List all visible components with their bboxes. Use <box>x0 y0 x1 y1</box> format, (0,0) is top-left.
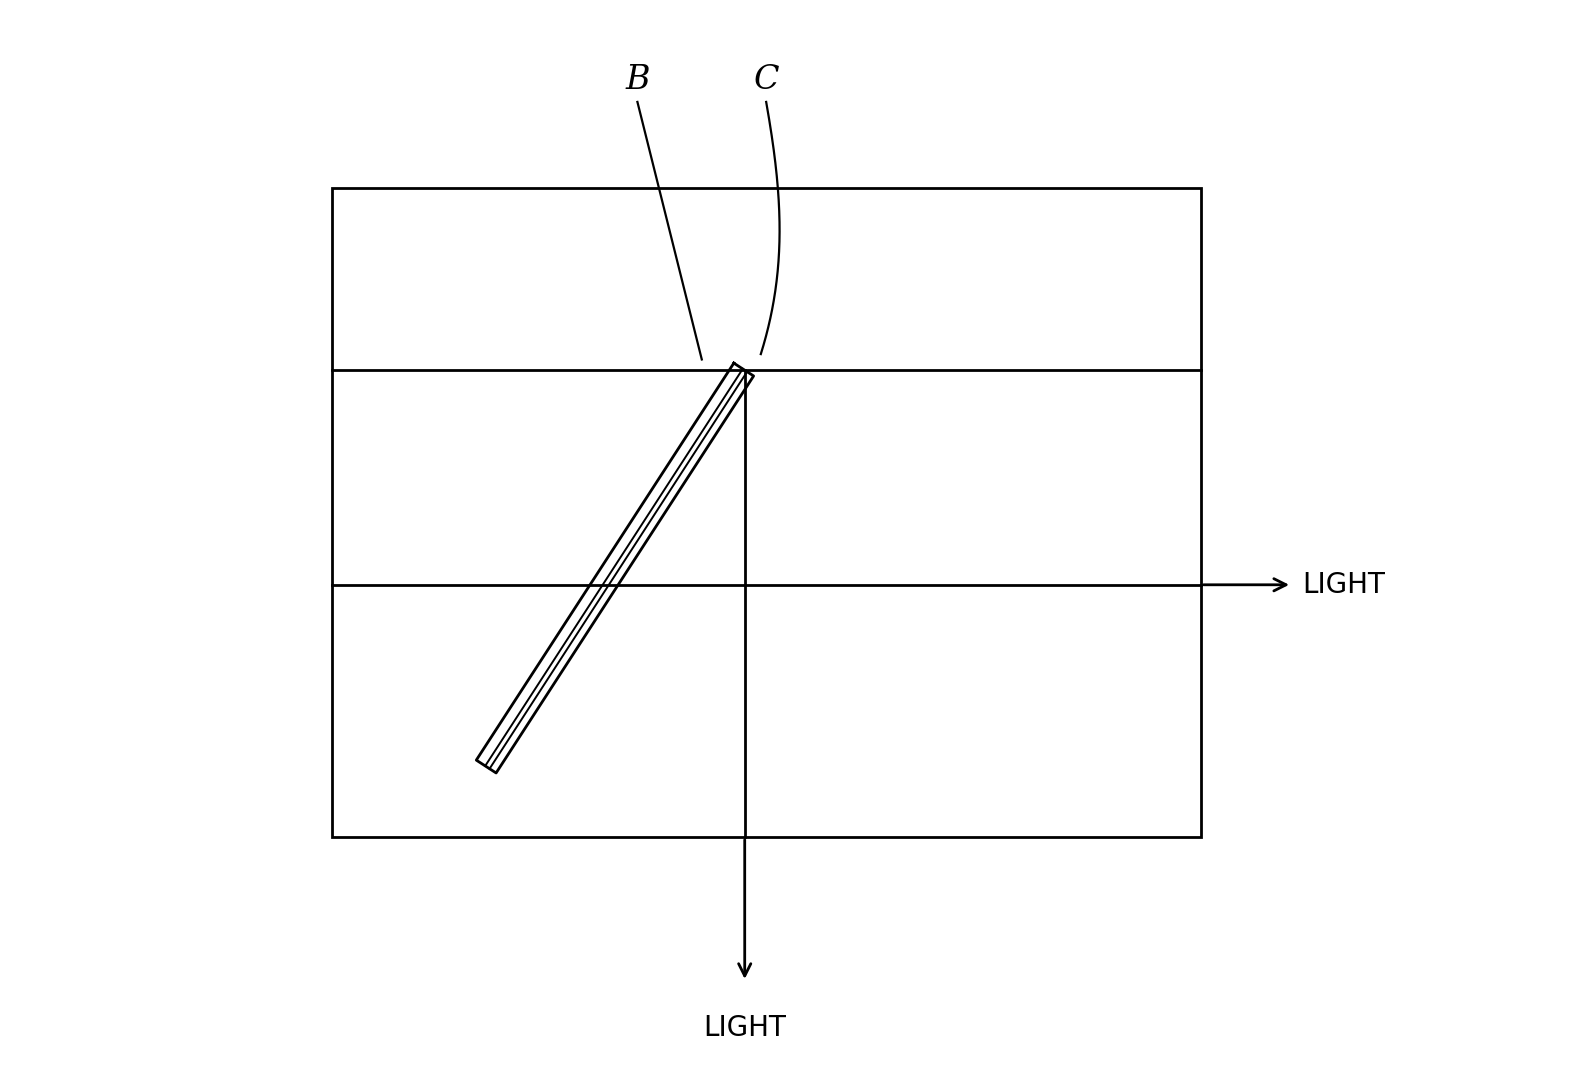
Text: C: C <box>753 64 779 97</box>
Text: LIGHT: LIGHT <box>1302 571 1386 599</box>
Text: B: B <box>625 64 650 97</box>
Text: LIGHT: LIGHT <box>703 1014 787 1042</box>
